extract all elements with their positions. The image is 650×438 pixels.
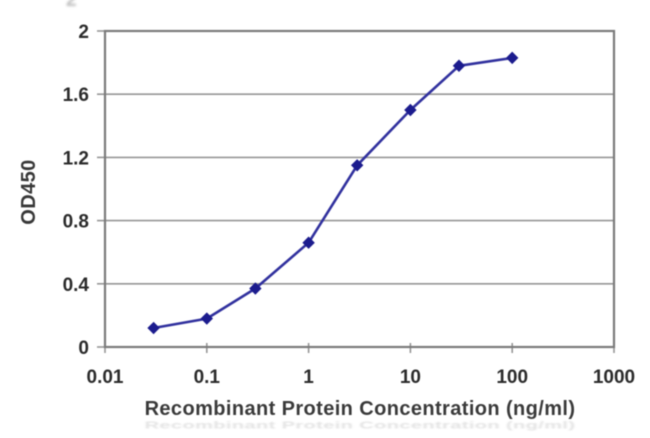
x-tick-label: 1000: [593, 367, 635, 388]
data-point-marker: [200, 312, 214, 325]
y-tick-label: 2: [78, 22, 89, 43]
x-tick-label: 1: [303, 367, 314, 388]
data-point-marker: [452, 59, 466, 72]
data-point-marker: [505, 51, 519, 65]
y-tick-label: 0.4: [63, 275, 90, 296]
jpeg-artifact-smudge: 2: [66, 0, 77, 11]
data-point-marker: [147, 321, 160, 335]
data-point-marker: [249, 282, 262, 295]
x-tick-label: 0.01: [87, 367, 124, 388]
x-tick-label: 0.1: [194, 367, 221, 388]
y-tick-label: 0: [78, 338, 89, 359]
y-tick-label: 0.8: [63, 212, 89, 233]
data-point-marker: [404, 103, 417, 117]
data-point-marker: [302, 236, 315, 249]
x-tick-label: 100: [496, 367, 528, 388]
y-tick-label: 1.2: [63, 148, 89, 169]
jpeg-artifact-ghost-text: Recombinant Protein Concentration (ng/ml…: [144, 420, 576, 431]
series-line: [152, 56, 514, 330]
data-point-marker: [350, 159, 364, 172]
y-axis-title: OD450: [18, 159, 40, 225]
plot-border: [103, 29, 616, 349]
y-tick-label: 1.6: [63, 85, 89, 106]
x-axis-title: Recombinant Protein Concentration (ng/ml…: [144, 398, 576, 420]
x-tick-label: 10: [400, 367, 421, 388]
plot-area-background: [105, 31, 614, 347]
